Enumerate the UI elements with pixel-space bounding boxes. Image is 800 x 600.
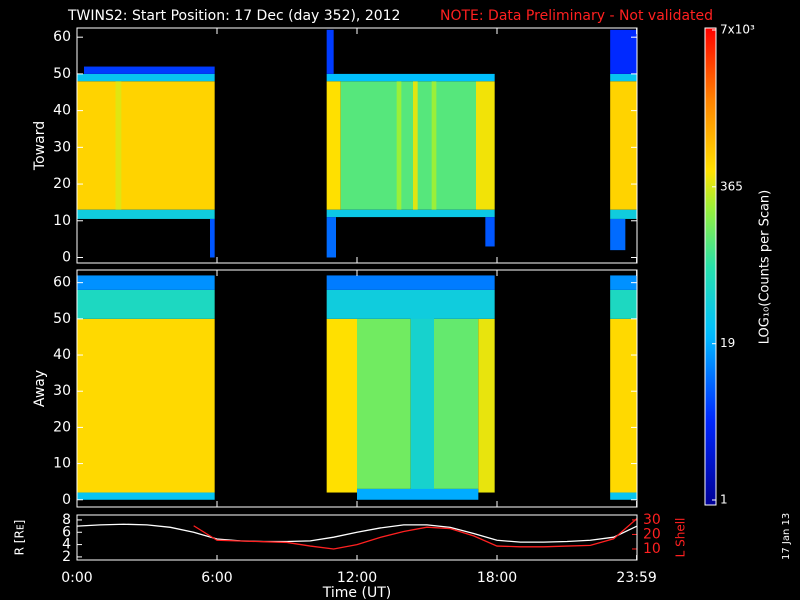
date-stamp: 17 Jan 13 (781, 513, 792, 560)
heatmap-cell (610, 218, 626, 251)
y-tick-label: 10 (53, 456, 71, 472)
heatmap-cell (610, 289, 637, 319)
heatmap-cell (326, 217, 336, 258)
heatmap-cell (77, 81, 215, 210)
heatmap-cell (610, 81, 637, 210)
x-tick-label: 18:00 (477, 570, 517, 586)
y2-axis-title: L Shell (674, 518, 688, 558)
y2-tick-label: 30 (643, 512, 661, 528)
x-tick-label: 0:00 (61, 570, 92, 586)
heatmap-cell (610, 73, 637, 82)
heatmap-cell (340, 81, 476, 210)
heatmap-cell (610, 209, 637, 219)
plot-frame (76, 27, 638, 264)
note: NOTE: Data Preliminary - Not validated (440, 8, 713, 24)
colorbar-tick-label: 7x10³ (720, 23, 755, 37)
heatmap-cell (84, 66, 215, 74)
chart-title: TWINS2: Start Position: 17 Dec (day 352)… (67, 8, 400, 24)
y-axis-title: R [Rᴇ] (13, 520, 27, 556)
colorbar (704, 27, 717, 506)
y-tick-label: 6 (62, 524, 71, 540)
x-tick-label: 12:00 (337, 570, 377, 586)
y2-tick-label: 10 (643, 541, 661, 557)
heatmap-cell (610, 492, 637, 500)
series-line (193, 517, 638, 550)
y-tick-label: 0 (62, 492, 71, 508)
x-axis-title: Time (UT) (322, 585, 391, 600)
y-tick-label: 40 (53, 103, 71, 119)
y-tick-label: 4 (62, 537, 71, 553)
heatmap-cell (326, 275, 495, 290)
heatmap-cell (326, 81, 341, 210)
heatmap-cell (431, 81, 437, 210)
heatmap-cell (77, 289, 215, 319)
colorbar-tick-label: 365 (720, 179, 743, 193)
heatmap-cell (77, 73, 215, 82)
y-tick-label: 40 (53, 347, 71, 363)
heatmap-cell (478, 318, 495, 493)
heatmap-cell (357, 318, 411, 489)
y-tick-label: 20 (53, 419, 71, 435)
y-tick-label: 2 (62, 549, 71, 565)
y-tick-label: 30 (53, 383, 71, 399)
heatmap-cell (410, 311, 434, 493)
heatmap-cell (326, 318, 357, 493)
heatmap-cell (610, 29, 637, 74)
heatmap-cell (413, 81, 418, 210)
colorbar-label: LOG₁₀(Counts per Scan) (758, 190, 773, 345)
heatmap-cell (326, 29, 334, 74)
y-tick-label: 30 (53, 139, 71, 155)
y-tick-label: 20 (53, 176, 71, 192)
y-tick-label: 0 (62, 249, 71, 265)
y-tick-label: 50 (53, 66, 71, 82)
y-tick-label: 8 (62, 512, 71, 528)
x-tick-label: 6:00 (201, 570, 232, 586)
y2-tick-label: 20 (643, 526, 661, 542)
heatmap-cell (326, 209, 495, 218)
heatmap-cell (326, 73, 495, 82)
heatmap-cell (77, 492, 215, 500)
heatmap-cell (476, 81, 495, 210)
heatmap-cell (485, 217, 495, 247)
y-tick-label: 50 (53, 311, 71, 327)
heatmap-cell (77, 275, 215, 290)
x-tick-label: 23:59 (616, 570, 656, 586)
heatmap-cell (396, 81, 402, 210)
series-line (76, 523, 638, 543)
heatmap-cell (115, 81, 122, 210)
colorbar-tick-label: 19 (720, 336, 735, 350)
y-tick-label: 60 (53, 29, 71, 45)
plot-frame (76, 514, 638, 561)
heatmap-cell (357, 488, 479, 500)
heatmap-cell (434, 318, 479, 489)
y-axis-title: Away (32, 370, 48, 407)
y-tick-label: 10 (53, 213, 71, 229)
heatmap-cell (77, 318, 215, 493)
heatmap-cell (77, 209, 215, 219)
heatmap-cell (610, 318, 637, 493)
colorbar-tick-label: 1 (720, 493, 728, 507)
heatmap-cell (210, 218, 215, 258)
y-axis-title: Toward (32, 121, 48, 171)
plot-frame (76, 269, 638, 508)
heatmap-cell (610, 275, 637, 290)
y-tick-label: 60 (53, 275, 71, 291)
heatmap-cell (326, 289, 495, 319)
